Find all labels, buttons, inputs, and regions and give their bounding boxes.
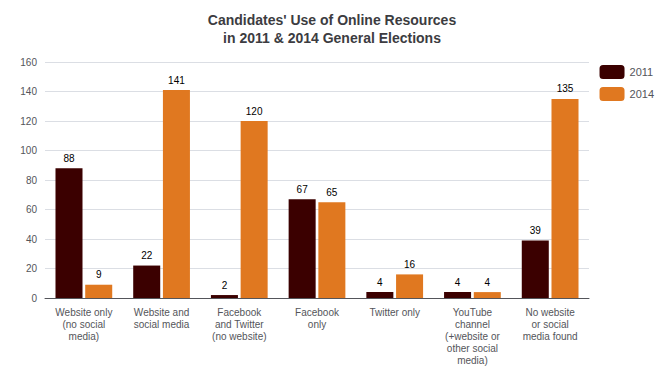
svg-text:4: 4 [485, 277, 491, 288]
svg-text:Website and: Website and [134, 307, 189, 318]
svg-text:Twitter only: Twitter only [369, 307, 420, 318]
svg-text:Facebook: Facebook [217, 307, 262, 318]
svg-text:20: 20 [26, 263, 38, 274]
svg-text:in 2011 & 2014 General Electio: in 2011 & 2014 General Elections [223, 30, 441, 46]
svg-text:(+website or: (+website or [445, 331, 500, 342]
svg-text:120: 120 [20, 116, 37, 127]
svg-text:2011: 2011 [630, 66, 654, 78]
svg-text:120: 120 [246, 106, 263, 117]
svg-text:(no website): (no website) [212, 331, 266, 342]
svg-text:and Twitter: and Twitter [215, 319, 264, 330]
svg-text:16: 16 [404, 259, 416, 270]
svg-text:only: only [308, 319, 326, 330]
svg-text:Facebook: Facebook [295, 307, 340, 318]
svg-text:Website only: Website only [55, 307, 112, 318]
svg-text:100: 100 [20, 145, 37, 156]
svg-text:media): media) [69, 331, 100, 342]
svg-text:or social: or social [532, 319, 569, 330]
svg-text:67: 67 [297, 184, 309, 195]
svg-text:88: 88 [63, 153, 75, 164]
svg-text:60: 60 [26, 204, 38, 215]
svg-text:40: 40 [26, 234, 38, 245]
svg-text:channel: channel [455, 319, 490, 330]
svg-text:4: 4 [455, 277, 461, 288]
svg-text:22: 22 [141, 250, 153, 261]
svg-text:media): media) [457, 355, 488, 366]
svg-text:social media: social media [134, 319, 190, 330]
svg-text:YouTube: YouTube [453, 307, 493, 318]
svg-text:0: 0 [31, 293, 37, 304]
svg-text:9: 9 [96, 269, 102, 280]
svg-text:160: 160 [20, 57, 37, 68]
svg-text:2014: 2014 [630, 88, 654, 100]
svg-text:80: 80 [26, 175, 38, 186]
svg-text:(no social: (no social [62, 319, 105, 330]
svg-text:Candidates' Use of Online Reso: Candidates' Use of Online Resources [208, 12, 457, 28]
svg-text:No website: No website [525, 307, 575, 318]
svg-text:media found: media found [523, 331, 578, 342]
svg-text:65: 65 [326, 187, 338, 198]
svg-text:140: 140 [20, 86, 37, 97]
svg-text:135: 135 [557, 83, 574, 94]
svg-text:other social: other social [447, 343, 498, 354]
svg-text:4: 4 [377, 277, 383, 288]
svg-text:39: 39 [530, 225, 542, 236]
svg-text:141: 141 [168, 75, 185, 86]
svg-text:2: 2 [222, 280, 228, 291]
